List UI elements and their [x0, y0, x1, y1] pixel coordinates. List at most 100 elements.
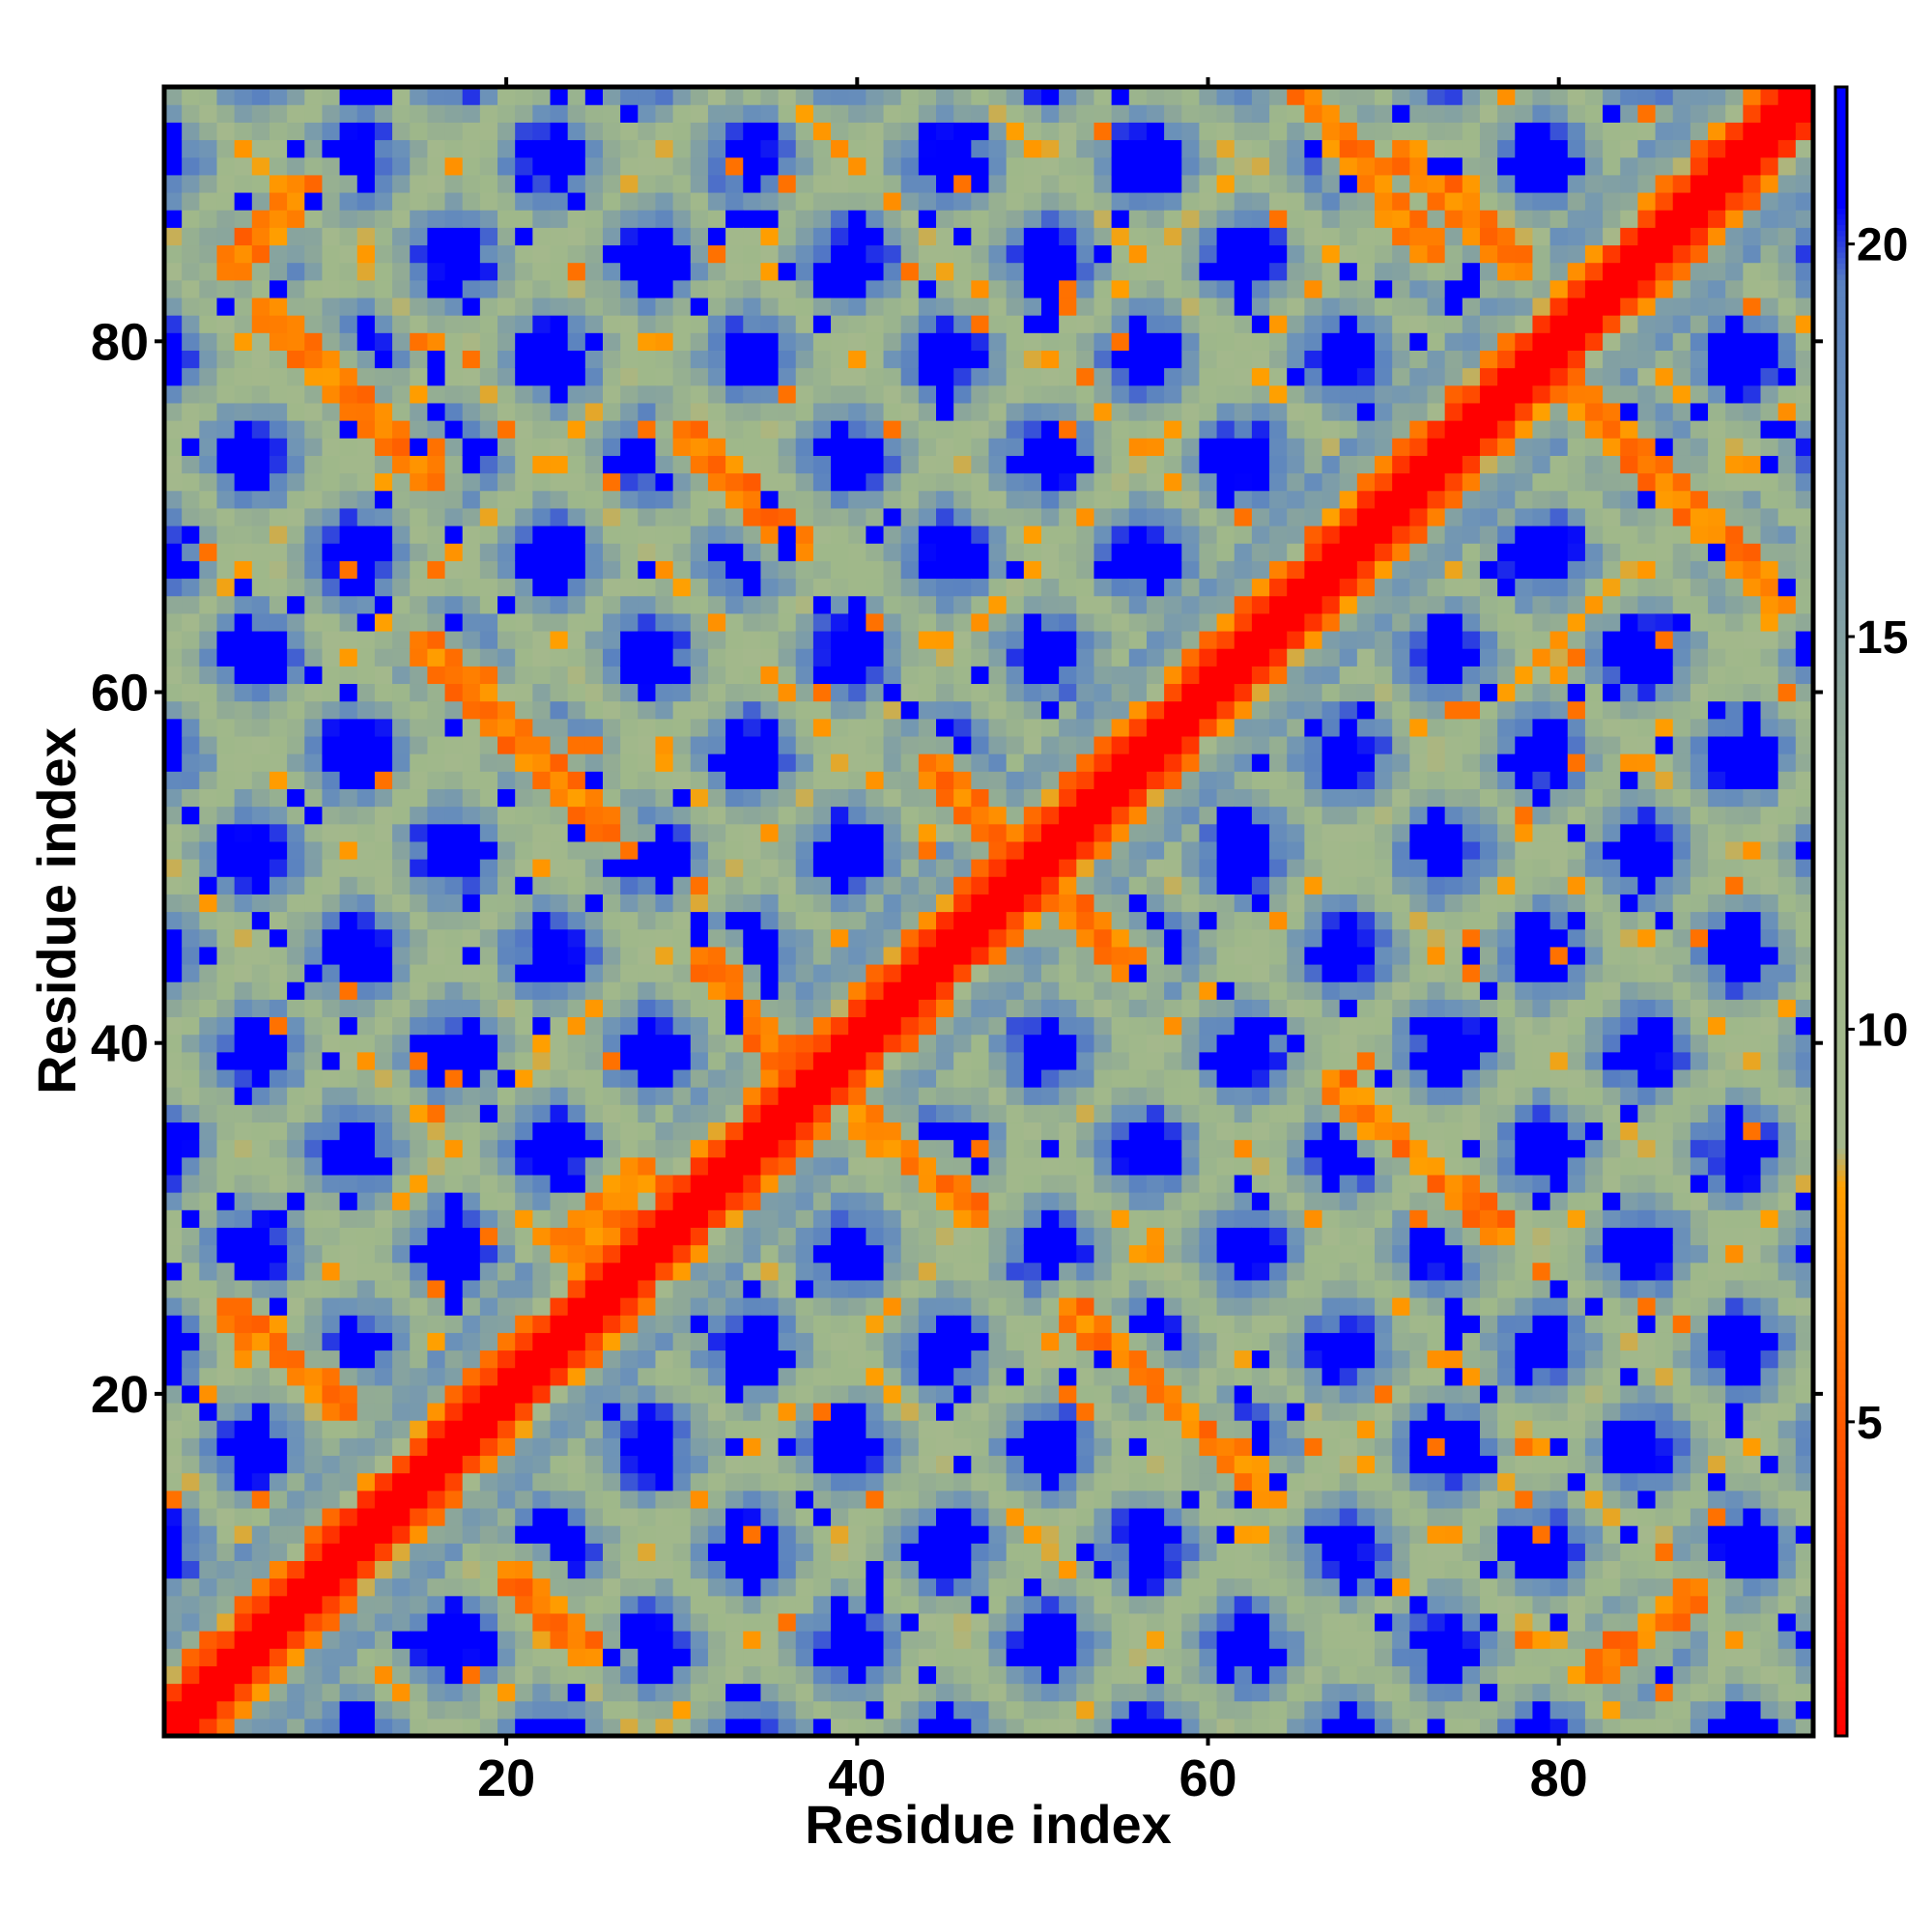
heatmap-cell — [936, 1595, 954, 1614]
heatmap-cell — [584, 472, 604, 492]
heatmap-cell — [795, 666, 814, 685]
heatmap-cell — [322, 156, 341, 176]
heatmap-cell — [883, 630, 902, 649]
heatmap-cell — [444, 1472, 464, 1492]
heatmap-cell — [795, 1665, 814, 1685]
heatmap-cell — [760, 666, 780, 685]
heatmap-cell — [831, 1350, 849, 1369]
heatmap-cell — [883, 1543, 902, 1561]
heatmap-cell — [287, 894, 305, 913]
heatmap-cell — [269, 350, 288, 369]
heatmap-cell — [795, 455, 814, 474]
heatmap-cell — [620, 718, 639, 737]
heatmap-cell — [936, 1104, 954, 1123]
heatmap-cell — [497, 367, 516, 386]
heatmap-cell — [392, 1718, 411, 1737]
heatmap-cell — [287, 156, 305, 176]
heatmap-cell — [532, 1156, 552, 1176]
heatmap-cell — [322, 1156, 341, 1176]
heatmap-cell — [707, 648, 726, 667]
heatmap-cell — [602, 788, 621, 808]
heatmap-cell — [936, 472, 954, 492]
heatmap-cell — [988, 1595, 1008, 1614]
heatmap-cell — [743, 384, 762, 404]
heatmap-cell — [356, 139, 376, 158]
heatmap-cell — [532, 1543, 552, 1561]
heatmap-cell — [936, 700, 954, 720]
heatmap-cell — [900, 1034, 920, 1053]
heatmap-cell — [672, 1683, 692, 1702]
heatmap-cell — [287, 174, 305, 193]
heatmap-cell — [638, 1700, 657, 1719]
heatmap-cell — [199, 1402, 218, 1421]
heatmap-cell — [638, 297, 657, 316]
heatmap-cell — [497, 700, 516, 720]
heatmap-cell — [322, 595, 341, 614]
heatmap-cell — [672, 156, 692, 176]
heatmap-cell — [1059, 788, 1077, 808]
heatmap-cell — [883, 1279, 902, 1298]
heatmap-cell — [550, 806, 569, 825]
heatmap-cell — [339, 1315, 358, 1333]
heatmap-cell — [778, 894, 797, 913]
heatmap-cell — [374, 1525, 393, 1544]
heatmap-cell — [199, 420, 218, 439]
heatmap-cell — [532, 384, 552, 404]
heatmap-cell — [1023, 367, 1042, 386]
heatmap-cell — [760, 1718, 780, 1737]
heatmap-cell — [1040, 1595, 1060, 1614]
heatmap-cell — [988, 1437, 1008, 1457]
heatmap-cell — [620, 1174, 639, 1193]
heatmap-cell — [971, 963, 990, 982]
heatmap-cell — [427, 1525, 446, 1544]
heatmap-cell — [216, 122, 236, 141]
heatmap-cell — [971, 87, 990, 105]
heatmap-cell — [725, 578, 744, 597]
heatmap-cell — [936, 630, 954, 649]
heatmap-cell — [900, 718, 920, 737]
heatmap-cell — [812, 1384, 832, 1404]
heatmap-cell — [778, 455, 797, 474]
heatmap-cell — [251, 332, 270, 351]
heatmap-cell — [550, 1174, 569, 1193]
heatmap-cell — [497, 1577, 516, 1597]
heatmap-cell — [690, 595, 709, 614]
heatmap-cell — [883, 1087, 902, 1105]
heatmap-cell — [900, 1332, 920, 1351]
heatmap-cell — [812, 1560, 832, 1579]
heatmap-cell — [216, 1016, 236, 1036]
heatmap-cell — [602, 1279, 621, 1298]
heatmap-cell — [707, 1577, 726, 1597]
heatmap-cell — [497, 999, 516, 1018]
heatmap-cell — [164, 1700, 183, 1719]
heatmap-cell — [410, 1665, 428, 1685]
heatmap-cell — [199, 315, 218, 333]
heatmap-cell — [620, 946, 639, 965]
heatmap-cell — [304, 1209, 324, 1228]
heatmap-cell — [392, 666, 411, 685]
heatmap-cell — [287, 507, 305, 526]
heatmap-cell — [356, 402, 376, 421]
heatmap-cell — [743, 1016, 762, 1036]
heatmap-cell — [760, 139, 780, 158]
heatmap-cell — [164, 1631, 183, 1649]
heatmap-cell — [655, 823, 674, 842]
heatmap-cell — [971, 350, 990, 369]
heatmap-cell — [672, 1437, 692, 1457]
heatmap-cell — [655, 367, 674, 386]
heatmap-cell — [374, 1332, 393, 1351]
heatmap-cell — [497, 1543, 516, 1561]
heatmap-cell — [672, 999, 692, 1018]
heatmap-cell — [584, 244, 604, 264]
heatmap-cell — [322, 1665, 341, 1685]
heatmap-cell — [707, 1051, 726, 1070]
heatmap-cell — [760, 999, 780, 1018]
heatmap-cell — [1040, 1490, 1060, 1509]
heatmap-cell — [1023, 1700, 1042, 1719]
heatmap-cell — [532, 455, 552, 474]
heatmap-cell — [410, 122, 428, 141]
heatmap-cell — [672, 315, 692, 333]
heatmap-cell — [392, 1577, 411, 1597]
heatmap-cell — [988, 1631, 1008, 1649]
heatmap-cell — [1059, 753, 1077, 772]
